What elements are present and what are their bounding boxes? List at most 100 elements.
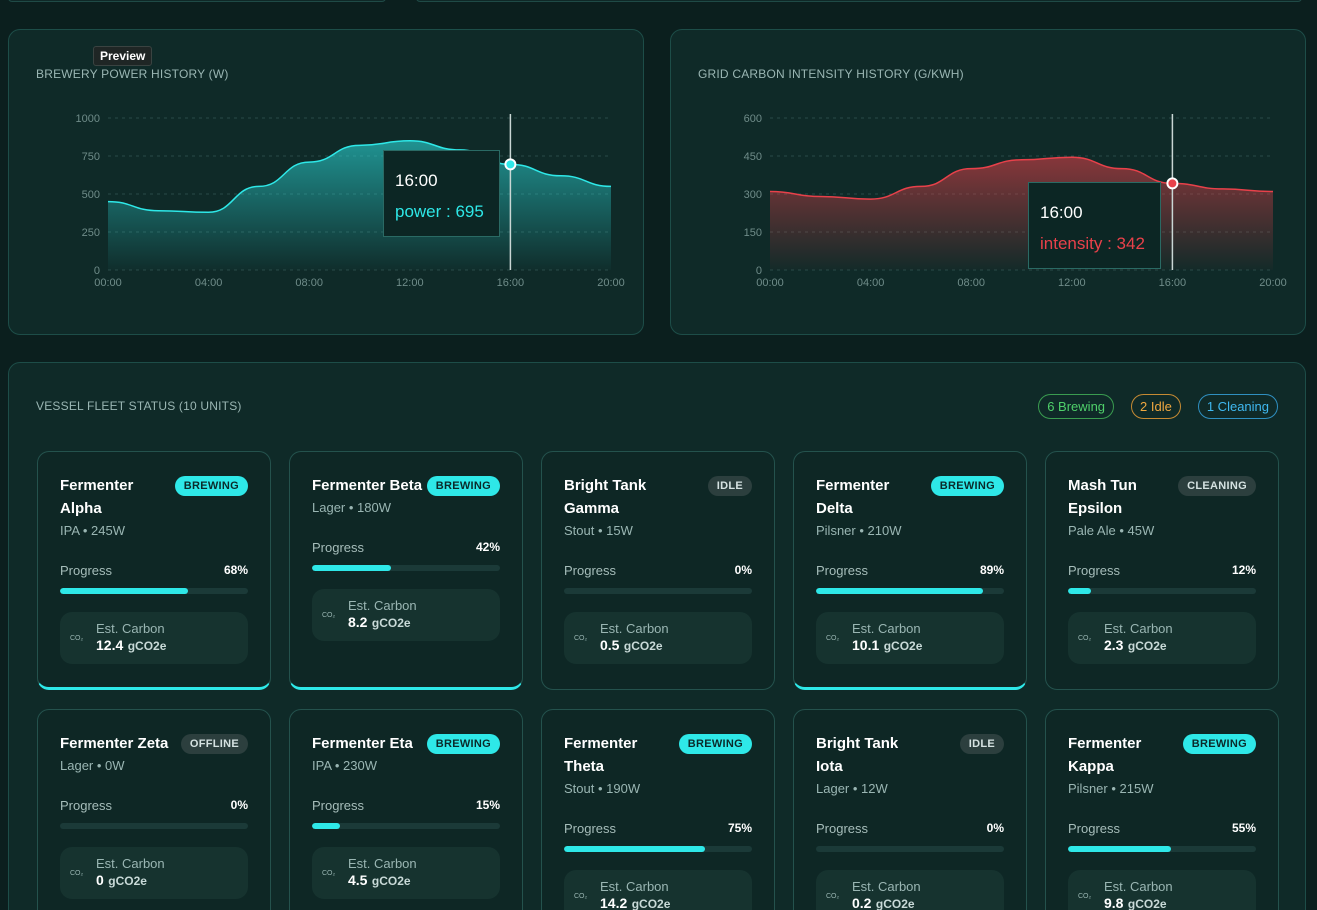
vessel-name: Fermenter Beta: [312, 477, 423, 494]
carbon-history-panel: GRID CARBON INTENSITY HISTORY (G/KWH) 0 1…: [670, 29, 1306, 335]
idle-count-badge[interactable]: 2 Idle: [1131, 394, 1181, 419]
progress-label: Progress: [60, 798, 113, 813]
progress-track: [816, 588, 1004, 594]
power-tooltip-time: 16:00: [395, 171, 438, 190]
vessel-card-header: Fermenter Delta BREWING: [816, 474, 1004, 520]
carbon-estimate-box: CO₂ Est. Carbon 2.3 gCO2e: [1068, 612, 1256, 664]
carbon-estimate-box: CO₂ Est. Carbon 0 gCO2e: [60, 847, 248, 899]
carbon-label: Est. Carbon: [96, 621, 165, 636]
carbon-value: 0.5: [600, 637, 620, 653]
vessel-card[interactable]: Fermenter Beta BREWING Lager • 180W Progres…: [289, 451, 523, 690]
fleet-summary-badges: 6 Brewing 2 Idle 1 Cleaning: [1038, 394, 1278, 419]
progress-label: Progress: [1068, 563, 1121, 578]
preview-tooltip: Preview: [93, 46, 153, 66]
vessel-card[interactable]: Fermenter Alpha BREWING IPA • 245W Progress…: [37, 451, 271, 690]
progress-row: Progress 89%: [816, 563, 1004, 578]
vessel-card[interactable]: Fermenter Eta BREWING IPA • 230W Progress 15…: [289, 709, 523, 910]
carbon-chart-xtick-label: 12:00: [1058, 277, 1086, 289]
vessel-status-badge: BREWING: [930, 476, 1004, 496]
power-chart-tooltip: 16:00 power : 695: [383, 150, 500, 237]
carbon-chart-ytick-label: 450: [744, 151, 762, 163]
carbon-estimate-box: CO₂ Est. Carbon 12.4 gCO2e: [60, 612, 248, 664]
vessel-card-header: Fermenter Beta BREWING: [312, 474, 500, 497]
vessel-card[interactable]: Fermenter Theta BREWING Stout • 190W Progre…: [541, 709, 775, 910]
power-chart[interactable]: 0 250 500 750 1000 00:00 04:00 08:00 12:00 16:00 2…: [9, 30, 645, 336]
vessel-card-header: Fermenter Eta BREWING: [312, 732, 500, 755]
vessel-status-badge: BREWING: [1182, 734, 1256, 754]
carbon-unit: gCO2e: [1127, 639, 1167, 653]
carbon-value: 2.3: [1104, 637, 1124, 653]
progress-percent: 75%: [727, 821, 752, 835]
carbon-chart-xtick-label: 08:00: [957, 277, 985, 289]
progress-track: [816, 846, 1004, 852]
carbon-tooltip-time: 16:00: [1040, 203, 1083, 222]
vessel-status-badge: BREWING: [426, 476, 500, 496]
carbon-label: Est. Carbon: [96, 856, 165, 871]
power-chart-ytick-label: 250: [82, 227, 100, 239]
power-chart-ytick-label: 750: [82, 151, 100, 163]
power-chart-title: BREWERY POWER HISTORY (W): [36, 67, 229, 81]
carbon-label: Est. Carbon: [852, 879, 921, 894]
power-chart-xtick-label: 20:00: [597, 277, 625, 289]
vessel-status-badge: BREWING: [678, 734, 752, 754]
vessel-card[interactable]: Fermenter Zeta OFFLINE Lager • 0W Progress 0…: [37, 709, 271, 910]
progress-fill: [1068, 588, 1091, 594]
vessel-style-power: Pilsner • 215W: [1068, 781, 1154, 796]
carbon-chart-active-point[interactable]: [1166, 177, 1179, 190]
vessel-card[interactable]: Fermenter Kappa BREWING Pilsner • 215W Prog…: [1045, 709, 1279, 910]
carbon-label: Est. Carbon: [600, 621, 669, 636]
carbon-unit: gCO2e: [127, 639, 167, 653]
power-tooltip-value: power : 695: [395, 202, 484, 221]
vessel-name: Fermenter Zeta: [60, 735, 169, 752]
carbon-value: 10.1: [852, 637, 880, 653]
progress-fill: [312, 565, 391, 571]
power-chart-xtick-label: 16:00: [497, 277, 525, 289]
brewing-count-badge[interactable]: 6 Brewing: [1038, 394, 1115, 419]
progress-row: Progress 0%: [564, 563, 752, 578]
co2-icon: CO₂: [826, 892, 840, 900]
progress-row: Progress 75%: [564, 821, 752, 836]
vessel-style-power: Lager • 12W: [816, 781, 888, 796]
vessel-name: Fermenter Alpha: [60, 477, 134, 517]
carbon-label: Est. Carbon: [1104, 879, 1173, 894]
vessel-card[interactable]: Bright Tank Iota IDLE Lager • 12W Progress 0…: [793, 709, 1027, 910]
carbon-tooltip-value: intensity : 342: [1040, 234, 1145, 253]
progress-fill: [816, 588, 984, 594]
power-chart-active-point[interactable]: [504, 158, 517, 171]
progress-track: [1068, 846, 1256, 852]
progress-label: Progress: [60, 563, 113, 578]
progress-fill: [1068, 846, 1172, 852]
power-chart-ytick-label: 500: [82, 189, 100, 201]
carbon-unit: gCO2e: [1127, 897, 1167, 910]
vessel-style-power: Pale Ale • 45W: [1068, 523, 1155, 538]
co2-icon: CO₂: [826, 634, 840, 642]
fleet-title: VESSEL FLEET STATUS (10 UNITS): [36, 399, 242, 413]
vessel-style-power: Stout • 15W: [564, 523, 633, 538]
carbon-unit: gCO2e: [875, 897, 915, 910]
vessel-card-header: Bright Tank Iota IDLE: [816, 732, 1004, 778]
carbon-chart-ytick-label: 150: [744, 227, 762, 239]
carbon-chart-area: [770, 157, 1273, 270]
vessel-card[interactable]: Bright Tank Gamma IDLE Stout • 15W Progress…: [541, 451, 775, 690]
vessel-status-badge: BREWING: [174, 476, 248, 496]
progress-label: Progress: [816, 821, 869, 836]
progress-percent: 55%: [1231, 821, 1256, 835]
carbon-chart-xtick-label: 16:00: [1159, 277, 1187, 289]
vessel-style-power: Stout • 190W: [564, 781, 641, 796]
cleaning-count-badge[interactable]: 1 Cleaning: [1197, 394, 1278, 419]
vessel-card[interactable]: Fermenter Delta BREWING Pilsner • 210W Prog…: [793, 451, 1027, 690]
vessel-status-badge: OFFLINE: [180, 734, 248, 754]
progress-fill: [312, 823, 341, 829]
carbon-estimate-box: CO₂ Est. Carbon 10.1 gCO2e: [816, 612, 1004, 664]
vessel-style-power: Lager • 0W: [60, 758, 125, 773]
power-chart-series-line: [107, 140, 612, 213]
carbon-estimate-box: CO₂ Est. Carbon 14.2 gCO2e: [564, 870, 752, 910]
vessel-card[interactable]: Mash Tun Epsilon CLEANING Pale Ale • 45W Pr…: [1045, 451, 1279, 690]
carbon-estimate-box: CO₂ Est. Carbon 8.2 gCO2e: [312, 589, 500, 641]
carbon-unit: gCO2e: [371, 874, 411, 888]
progress-track: [1068, 588, 1256, 594]
carbon-chart[interactable]: 0 150 300 450 600 00:00 04:00 08:00 12:00 16:00 20…: [671, 30, 1307, 336]
power-chart-area: [108, 140, 611, 270]
progress-row: Progress 0%: [60, 798, 248, 813]
progress-percent: 68%: [223, 563, 248, 577]
